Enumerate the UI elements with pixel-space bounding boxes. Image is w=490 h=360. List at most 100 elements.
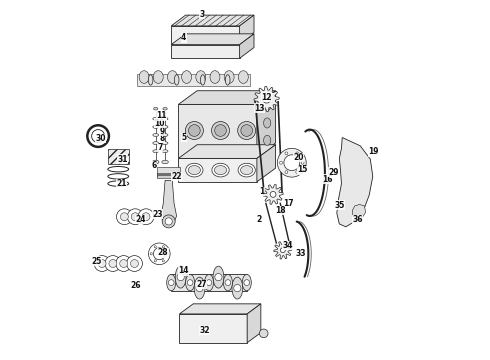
- Polygon shape: [171, 15, 254, 26]
- Circle shape: [154, 246, 156, 248]
- Ellipse shape: [232, 277, 243, 299]
- Circle shape: [270, 192, 276, 197]
- Ellipse shape: [204, 274, 214, 291]
- Polygon shape: [254, 86, 279, 112]
- Ellipse shape: [223, 274, 232, 291]
- Circle shape: [121, 213, 128, 221]
- Ellipse shape: [152, 160, 159, 164]
- Circle shape: [280, 248, 285, 253]
- Ellipse shape: [213, 266, 224, 288]
- Ellipse shape: [153, 126, 159, 129]
- Polygon shape: [179, 314, 247, 343]
- Circle shape: [187, 280, 193, 285]
- Ellipse shape: [139, 71, 149, 84]
- Polygon shape: [337, 138, 373, 227]
- Ellipse shape: [162, 160, 169, 164]
- Circle shape: [196, 284, 203, 292]
- Text: 6: 6: [152, 161, 157, 170]
- Ellipse shape: [162, 117, 168, 120]
- Text: 5: 5: [181, 133, 186, 142]
- Circle shape: [117, 209, 132, 225]
- Circle shape: [215, 274, 222, 281]
- Circle shape: [162, 215, 175, 228]
- Circle shape: [127, 209, 143, 225]
- Circle shape: [105, 256, 121, 271]
- Circle shape: [138, 209, 154, 225]
- Text: 20: 20: [293, 153, 303, 162]
- Circle shape: [277, 148, 306, 177]
- Polygon shape: [179, 304, 261, 314]
- Circle shape: [284, 155, 300, 171]
- Text: 23: 23: [152, 210, 163, 219]
- Ellipse shape: [225, 75, 230, 85]
- Circle shape: [241, 125, 252, 136]
- Text: 7: 7: [158, 143, 163, 152]
- Circle shape: [263, 95, 270, 103]
- Polygon shape: [171, 34, 254, 45]
- Ellipse shape: [162, 150, 168, 153]
- Polygon shape: [171, 274, 247, 291]
- Circle shape: [153, 248, 165, 260]
- Polygon shape: [240, 15, 254, 43]
- Text: 31: 31: [117, 155, 128, 163]
- Text: 22: 22: [172, 172, 182, 181]
- Ellipse shape: [188, 166, 200, 175]
- Ellipse shape: [238, 71, 248, 84]
- Circle shape: [169, 280, 174, 285]
- Circle shape: [259, 329, 268, 338]
- Polygon shape: [178, 145, 275, 158]
- Ellipse shape: [212, 163, 229, 177]
- Ellipse shape: [264, 135, 271, 145]
- Ellipse shape: [153, 71, 163, 84]
- Text: 15: 15: [297, 166, 308, 175]
- Ellipse shape: [224, 71, 234, 84]
- Circle shape: [162, 260, 165, 262]
- Circle shape: [126, 256, 143, 271]
- Text: 18: 18: [275, 206, 286, 215]
- Circle shape: [301, 161, 304, 164]
- Ellipse shape: [264, 118, 271, 128]
- Ellipse shape: [200, 75, 205, 85]
- Text: 25: 25: [92, 256, 102, 266]
- Text: 10: 10: [154, 119, 165, 128]
- Ellipse shape: [162, 134, 168, 136]
- Circle shape: [212, 122, 229, 140]
- Polygon shape: [157, 175, 180, 178]
- Ellipse shape: [167, 274, 176, 291]
- Text: 19: 19: [368, 148, 379, 157]
- Circle shape: [120, 260, 127, 267]
- Circle shape: [94, 256, 110, 271]
- Text: 9: 9: [160, 127, 165, 136]
- Circle shape: [148, 243, 170, 265]
- Polygon shape: [257, 91, 275, 157]
- Polygon shape: [352, 204, 366, 218]
- Text: 17: 17: [284, 199, 294, 208]
- Polygon shape: [240, 34, 254, 58]
- Ellipse shape: [153, 117, 159, 120]
- Ellipse shape: [264, 100, 271, 111]
- Polygon shape: [178, 104, 257, 157]
- Text: 11: 11: [156, 112, 167, 120]
- Circle shape: [296, 171, 298, 174]
- Polygon shape: [157, 174, 180, 176]
- Circle shape: [130, 260, 139, 267]
- Ellipse shape: [153, 150, 159, 153]
- Circle shape: [98, 260, 106, 267]
- Text: 32: 32: [199, 326, 210, 335]
- Text: 1: 1: [260, 187, 265, 196]
- Polygon shape: [178, 91, 275, 104]
- Polygon shape: [247, 304, 261, 343]
- Circle shape: [150, 253, 152, 255]
- Polygon shape: [108, 149, 129, 164]
- Text: 24: 24: [135, 215, 146, 224]
- Circle shape: [244, 280, 250, 285]
- Polygon shape: [263, 184, 283, 204]
- Ellipse shape: [182, 71, 192, 84]
- Circle shape: [296, 152, 298, 155]
- Ellipse shape: [215, 166, 227, 175]
- Text: 36: 36: [352, 215, 363, 224]
- Ellipse shape: [175, 266, 186, 288]
- Polygon shape: [171, 45, 240, 58]
- Polygon shape: [178, 158, 257, 182]
- Ellipse shape: [163, 108, 167, 110]
